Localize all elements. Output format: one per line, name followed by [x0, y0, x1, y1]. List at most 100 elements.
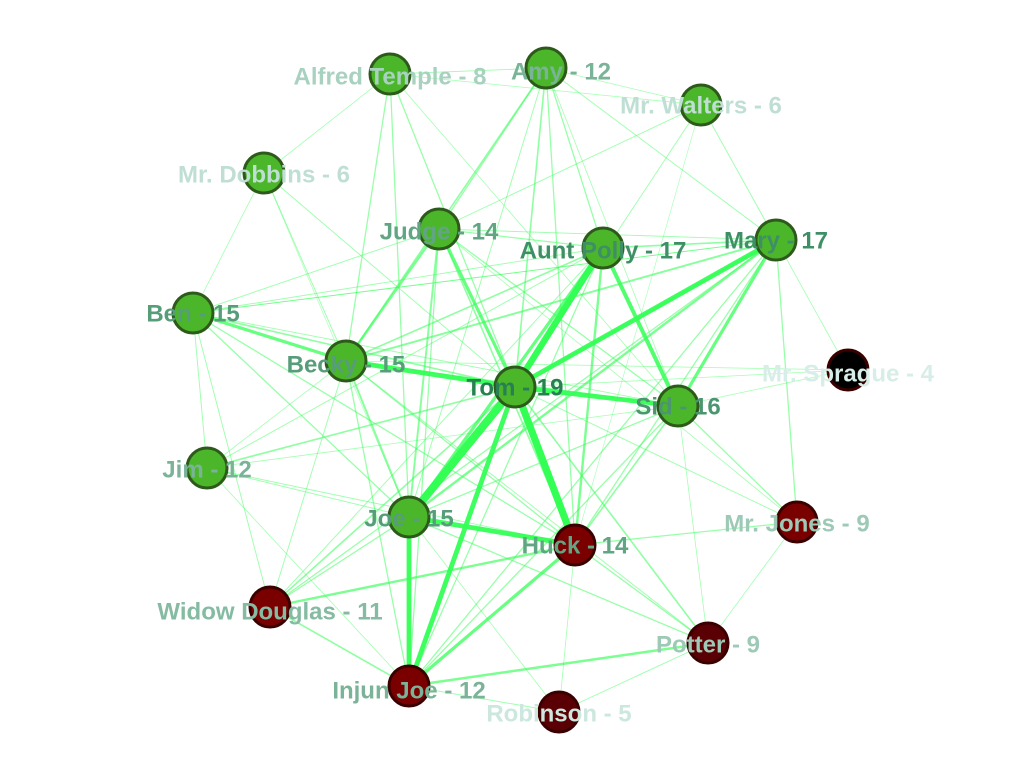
node-label-jim: Jim - 12	[162, 456, 251, 483]
node-sid[interactable]	[656, 384, 700, 428]
node-label-mr-walters: Mr. Walters - 6	[620, 92, 782, 119]
edge-alfred_temple-mr_walters	[389, 73, 702, 106]
edge-amy-aunt_polly	[545, 67, 604, 249]
edge-jim-becky	[206, 360, 347, 469]
node-label-sid: Sid - 16	[635, 393, 720, 420]
edge-mary-aunt_polly	[602, 239, 777, 249]
node-amy[interactable]	[524, 46, 568, 90]
edges-layer	[191, 67, 849, 713]
edge-mr_sprague-sid	[677, 369, 849, 407]
edge-aunt_polly-widow_douglas	[269, 247, 604, 608]
edge-ben-mary	[192, 239, 777, 314]
edge-mary-mr_jones	[775, 239, 798, 523]
node-widow-douglas[interactable]	[248, 585, 292, 629]
edge-widow_douglas-injun_joe	[269, 606, 410, 687]
edge-mr_jones-huck	[574, 521, 798, 546]
node-label-alfred-temple: Alfred Temple - 8	[294, 63, 487, 90]
edge-judge-joe	[408, 228, 440, 518]
node-huck[interactable]	[553, 523, 597, 567]
edge-amy-mary	[545, 67, 777, 241]
edge-ben-becky	[191, 311, 348, 363]
edge-aunt_polly-becky	[345, 247, 604, 362]
edge-mr_walters-amy	[545, 67, 702, 106]
edge-mr_walters-mary	[700, 104, 777, 241]
edge-amy-alfred_temple	[389, 67, 547, 75]
edge-judge-amy	[438, 67, 547, 230]
node-mary[interactable]	[754, 218, 798, 262]
node-label-tom: Tom - 19	[467, 374, 564, 401]
node-joe[interactable]	[387, 495, 431, 539]
edge-mr_jones-tom	[514, 386, 798, 523]
edge-mary-sid	[676, 238, 778, 408]
edge-judge-sid	[438, 228, 679, 407]
node-ben[interactable]	[171, 291, 215, 335]
node-mr-walters[interactable]	[679, 83, 723, 127]
edge-jim-joe	[206, 467, 410, 518]
node-label-huck: Huck - 14	[522, 532, 629, 559]
edge-mary-ben	[192, 239, 777, 314]
node-label-mr-jones: Mr. Jones - 9	[724, 510, 869, 537]
node-label-potter: Potter - 9	[656, 631, 760, 658]
edge-alfred_temple-joe	[389, 73, 410, 518]
edge-potter-sid	[677, 405, 709, 644]
node-mr-dobbins[interactable]	[242, 151, 286, 195]
node-mr-jones[interactable]	[775, 500, 819, 544]
node-label-amy: Amy - 12	[511, 58, 611, 85]
node-robinson[interactable]	[537, 690, 581, 734]
node-label-judge: Judge - 14	[380, 218, 499, 245]
edge-injun_joe-potter	[407, 641, 710, 688]
node-becky[interactable]	[324, 339, 368, 383]
node-label-becky: Becky - 15	[287, 351, 406, 378]
edge-mr_jones-judge	[438, 228, 798, 523]
node-potter[interactable]	[686, 621, 730, 665]
edge-becky-injun_joe	[345, 360, 410, 687]
edge-sid-injun_joe	[408, 405, 679, 687]
edge-ben-huck	[192, 312, 576, 546]
edge-robinson-joe	[408, 516, 560, 713]
edge-injun_joe-robinson	[408, 685, 560, 713]
edge-tom-huck	[511, 383, 579, 549]
edge-jim-aunt_polly	[206, 247, 604, 469]
edge-mr_dobbins-becky	[263, 172, 347, 362]
node-mr-sprague[interactable]	[826, 348, 870, 392]
edge-mr_walters-judge	[438, 104, 702, 230]
edge-mr_dobbins-alfred_temple	[263, 73, 391, 174]
edge-jim-tom	[206, 386, 516, 469]
edge-tom-joe	[405, 383, 519, 521]
node-alfred-temple[interactable]	[368, 52, 412, 96]
edge-tom-injun_joe	[406, 384, 518, 689]
edge-becky-huck	[345, 360, 576, 546]
edge-mary-tom	[514, 239, 777, 388]
edge-robinson-potter	[558, 642, 709, 713]
node-label-aunt-polly: Aunt Polly - 17	[520, 237, 687, 264]
node-judge[interactable]	[417, 207, 461, 251]
edge-widow_douglas-becky	[269, 360, 347, 608]
edge-widow_douglas-joe	[269, 516, 410, 608]
edge-potter-joe	[408, 516, 709, 644]
edge-becky-potter	[345, 360, 709, 644]
edge-mr_sprague-tom	[514, 369, 849, 388]
edge-joe-huck	[406, 514, 578, 548]
edge-tom-widow_douglas	[269, 386, 516, 608]
node-jim[interactable]	[185, 446, 229, 490]
edge-mr_sprague-mary	[775, 239, 849, 371]
node-label-ben: Ben - 15	[146, 300, 239, 327]
node-label-joe: Joe - 15	[364, 505, 453, 532]
edge-mr_dobbins-tom	[263, 172, 516, 388]
edge-mary-becky	[345, 239, 777, 362]
node-label-mary: Mary - 17	[724, 227, 828, 254]
nodes-layer	[171, 46, 870, 734]
edge-aunt_polly-injun_joe	[408, 247, 604, 687]
node-tom[interactable]	[493, 365, 537, 409]
node-injun-joe[interactable]	[387, 664, 431, 708]
node-aunt-polly[interactable]	[581, 226, 625, 270]
edge-sid-joe	[408, 405, 679, 518]
edge-huck-injun_joe	[407, 543, 577, 688]
edge-aunt_polly-sid	[601, 246, 680, 408]
edge-ben-widow_douglas	[192, 312, 271, 608]
edge-alfred_temple-sid	[389, 73, 679, 407]
edge-robinson-huck	[558, 544, 576, 713]
node-label-robinson: Robinson - 5	[486, 700, 631, 727]
edge-mr_dobbins-ben	[192, 172, 265, 314]
